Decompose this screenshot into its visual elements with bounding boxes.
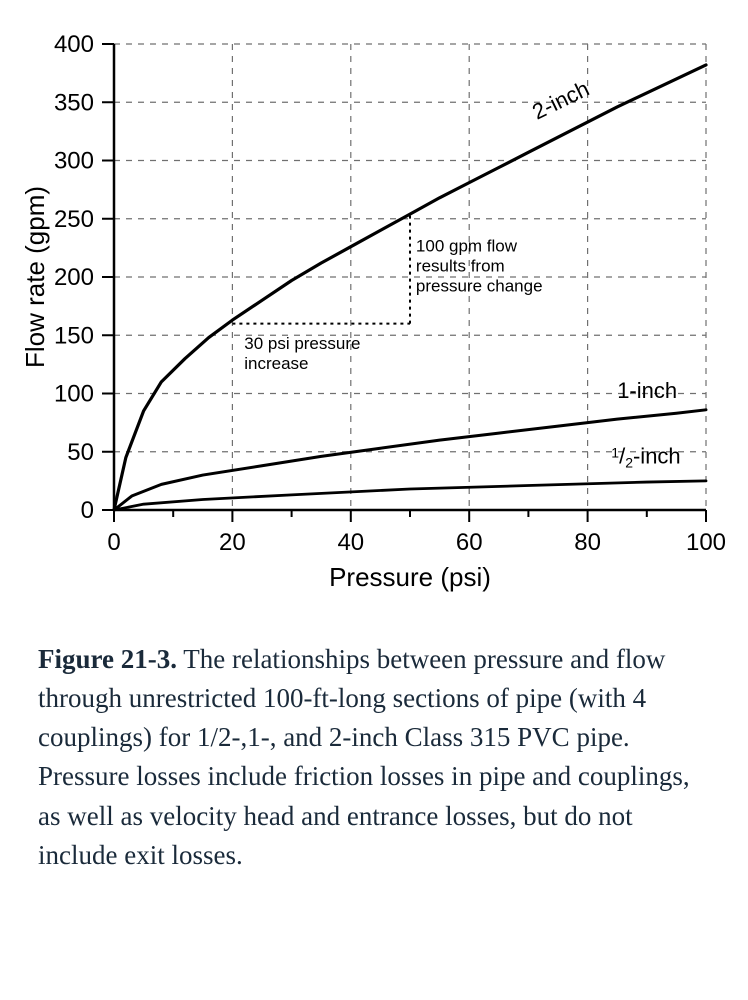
- svg-text:150: 150: [54, 322, 94, 349]
- flow-vs-pressure-chart: 0 20 40 60 80 100 0 50 100 150 200 250 300 350 400 Pres…: [20, 30, 728, 610]
- svg-text:0: 0: [107, 529, 120, 556]
- svg-text:250: 250: [54, 206, 94, 233]
- svg-text:200: 200: [54, 264, 94, 291]
- svg-text:Flow rate (gpm): Flow rate (gpm): [20, 186, 50, 368]
- svg-text:350: 350: [54, 89, 94, 116]
- svg-text:30 psi pressure: 30 psi pressure: [244, 334, 360, 353]
- svg-text:400: 400: [54, 31, 94, 58]
- svg-text:increase: increase: [244, 354, 308, 373]
- series-label-half-inch: 1/2-inch: [611, 443, 680, 470]
- svg-text:50: 50: [67, 439, 94, 466]
- svg-text:100: 100: [686, 529, 726, 556]
- caption-text: The relationships between pressure and f…: [38, 644, 690, 870]
- figure-page: 0 20 40 60 80 100 0 50 100 150 200 250 300 350 400 Pres…: [0, 0, 748, 1000]
- svg-text:0: 0: [81, 497, 94, 524]
- svg-text:80: 80: [574, 529, 601, 556]
- svg-text:results from: results from: [416, 256, 505, 275]
- svg-text:60: 60: [456, 529, 483, 556]
- svg-text:100 gpm flow: 100 gpm flow: [416, 236, 518, 255]
- figure-caption: Figure 21-3. The relationships between p…: [38, 640, 710, 875]
- svg-text:pressure change: pressure change: [416, 276, 543, 295]
- chart-container: 0 20 40 60 80 100 0 50 100 150 200 250 300 350 400 Pres…: [20, 30, 728, 610]
- svg-text:1-inch: 1-inch: [617, 378, 677, 403]
- figure-label: Figure 21-3.: [38, 644, 177, 674]
- svg-text:20: 20: [219, 529, 246, 556]
- svg-text:Pressure (psi): Pressure (psi): [329, 562, 491, 592]
- svg-text:100: 100: [54, 381, 94, 408]
- svg-text:300: 300: [54, 148, 94, 175]
- svg-text:40: 40: [337, 529, 364, 556]
